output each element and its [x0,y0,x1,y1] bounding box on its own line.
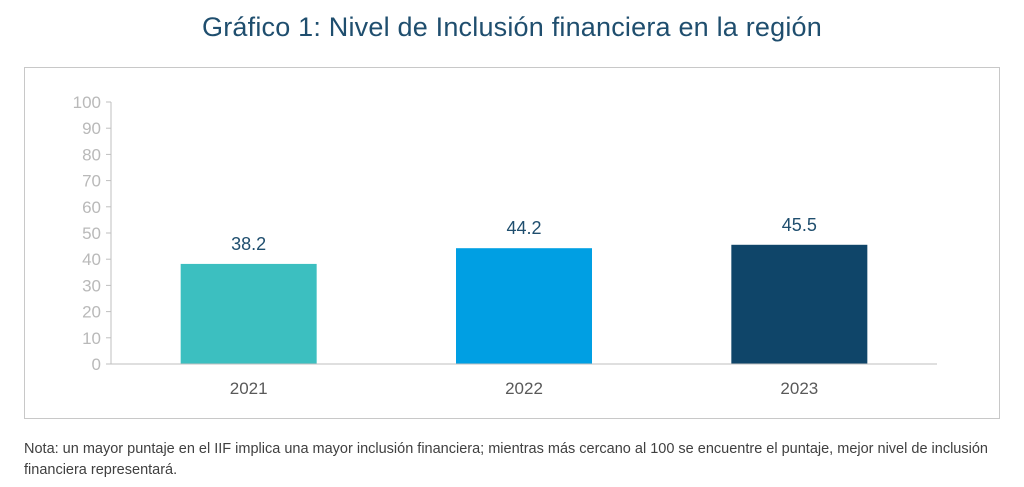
y-tick-label: 90 [82,119,101,138]
y-tick-label: 30 [82,276,101,295]
bar-chart: 0 10 20 30 40 50 60 70 80 90 100 38.2 44.2 45.5 2021… [73,93,937,398]
bar-2023 [731,244,868,364]
chart-title: Gráfico 1: Nivel de Inclusión financiera… [202,12,822,42]
bar-2021 [180,263,317,364]
x-tick-label-2022: 2022 [505,379,543,398]
x-axis-labels: 2021 2022 2023 [230,379,818,398]
data-label-2022: 44.2 [506,218,541,238]
chart-note: Nota: un mayor puntaje en el IIF implica… [24,441,988,478]
y-axis-ticks: 0 10 20 30 40 50 60 70 80 90 100 [73,93,111,374]
data-label-2021: 38.2 [231,234,266,254]
y-tick-label: 70 [82,172,101,191]
x-tick-label-2021: 2021 [230,379,268,398]
y-tick-label: 20 [82,303,101,322]
data-label-2023: 45.5 [782,215,817,235]
chart-frame: 0 10 20 30 40 50 60 70 80 90 100 38.2 44.2 45.5 2021… [24,67,1000,419]
y-tick-label: 60 [82,198,101,217]
bars [180,244,868,364]
x-tick-label-2023: 2023 [780,379,818,398]
y-tick-label: 50 [82,224,101,243]
data-labels: 38.2 44.2 45.5 [231,215,817,254]
y-tick-label: 10 [82,329,101,348]
y-tick-label: 100 [73,93,101,112]
y-tick-label: 80 [82,145,101,164]
y-tick-label: 40 [82,250,101,269]
y-tick-label: 0 [92,355,101,374]
bar-2022 [456,248,592,364]
